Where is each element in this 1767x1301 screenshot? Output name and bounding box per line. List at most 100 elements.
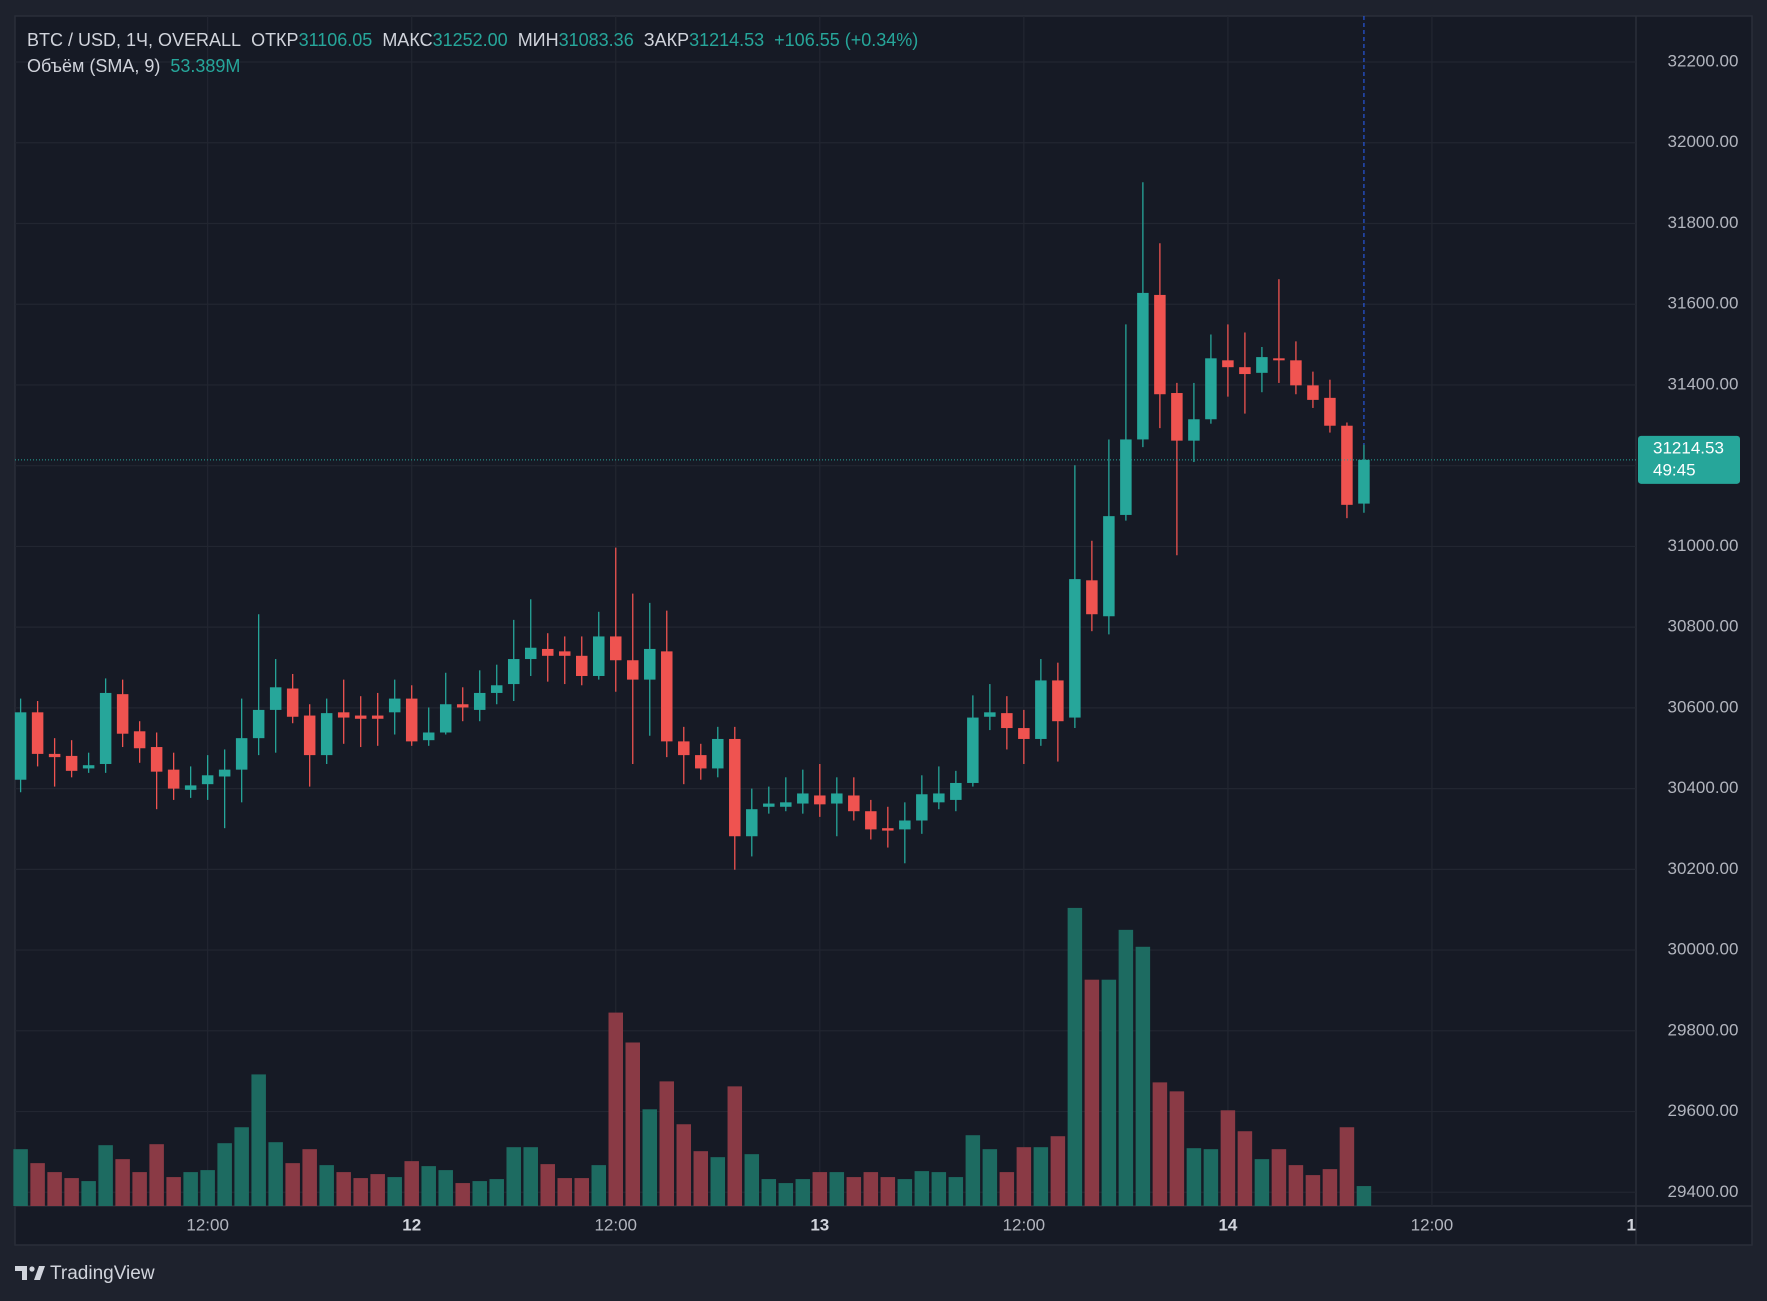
candle-body [610, 636, 622, 661]
candle-body [644, 648, 656, 680]
candle-body [184, 785, 197, 790]
candle-body [1052, 680, 1064, 722]
volume-bar [948, 1177, 964, 1206]
candle-body [763, 803, 775, 807]
candle-body [712, 738, 724, 769]
volume-bar [625, 1042, 641, 1206]
y-tick-label: 31800.00 [1668, 213, 1739, 232]
price-axis-area [1636, 16, 1752, 1245]
volume-bar [1305, 1175, 1321, 1206]
volume-bar [421, 1166, 436, 1206]
candle-body [31, 712, 44, 754]
candle-body [286, 688, 299, 717]
y-tick-label: 31400.00 [1668, 374, 1739, 393]
y-tick-label: 30600.00 [1668, 697, 1739, 716]
candle-body [814, 795, 826, 805]
candle-body [1341, 425, 1353, 505]
candle-body [1205, 358, 1217, 420]
volume-bar [659, 1081, 675, 1206]
volume-sma: 53.389M [170, 56, 241, 76]
candle-body [899, 820, 911, 830]
candle-body [627, 660, 639, 680]
candle-body [456, 704, 469, 708]
candle-body [780, 802, 792, 807]
candle-body [371, 715, 384, 719]
x-tick-label: 14 [1218, 1215, 1237, 1234]
volume-bar [1220, 1110, 1236, 1206]
volume-bar [982, 1149, 998, 1206]
ohlc-row: BTC / USD, 1Ч, OVERALL ОТКР 31106.05 МАКС 3… [27, 27, 918, 53]
volume-bar [574, 1178, 589, 1206]
candle-body [729, 738, 741, 837]
volume-bar [336, 1172, 351, 1206]
volume-bar [557, 1178, 572, 1206]
volume-bar [744, 1154, 760, 1206]
volume-bar [693, 1151, 709, 1206]
volume-bar [1322, 1169, 1338, 1206]
candle-body [984, 712, 996, 717]
candle-body [473, 692, 486, 710]
volume-bar [710, 1157, 726, 1206]
candle-body [116, 694, 129, 734]
candle-body [201, 775, 214, 785]
volume-bar [47, 1172, 62, 1206]
candle-body [252, 709, 265, 739]
y-tick-label: 30800.00 [1668, 617, 1739, 636]
volume-bar [81, 1181, 96, 1206]
candle-body [593, 636, 605, 676]
candle-body [439, 704, 452, 733]
volume-bar [1356, 1186, 1372, 1206]
candle-body [65, 755, 78, 771]
candle-body [1154, 294, 1166, 395]
candle-body [1001, 713, 1013, 729]
volume-bar [591, 1165, 607, 1206]
y-tick-label: 31600.00 [1668, 294, 1739, 313]
candle-body [1290, 360, 1302, 386]
volume-bar [523, 1147, 538, 1206]
volume-bar [132, 1172, 147, 1206]
volume-bar [965, 1135, 981, 1206]
volume-bar [1135, 946, 1151, 1206]
overlay: 31214.53 49:45 [15, 16, 1740, 484]
ohlc-value: 31106.05 [298, 30, 373, 50]
candle-body [388, 698, 401, 713]
x-tick-label: 12:00 [594, 1215, 637, 1234]
volume-bar [455, 1183, 470, 1206]
candles [14, 182, 1370, 870]
candle-body [320, 713, 333, 756]
volume-bar [795, 1179, 811, 1206]
volume-bar [115, 1159, 130, 1206]
candle-body [218, 769, 231, 777]
plot-area [15, 16, 1636, 1245]
candle-body [235, 738, 248, 770]
volume-bar [166, 1177, 181, 1206]
candle-body [916, 794, 928, 821]
candle-body [1086, 580, 1098, 615]
ohlc-label: ОТКР [251, 30, 299, 50]
volume-bar [353, 1178, 368, 1206]
candle-body [1239, 367, 1251, 375]
countdown-label: 49:45 [1653, 460, 1696, 479]
ohlc-value: 31214.53 [689, 30, 765, 50]
volume-bar [1339, 1127, 1355, 1206]
volume-bar [1254, 1159, 1270, 1206]
volume-bar [1016, 1147, 1032, 1206]
volume-bar [268, 1142, 283, 1206]
volume-bar [13, 1149, 28, 1206]
candle-body [933, 793, 945, 803]
candle-body [661, 651, 673, 742]
volume-bar [319, 1165, 334, 1206]
candle-body [1018, 728, 1030, 739]
candle-body [354, 715, 367, 719]
candle-body [831, 793, 843, 804]
ohlc-label: МАКС [382, 30, 433, 50]
volume-bar [1033, 1147, 1049, 1206]
candle-body [967, 717, 979, 783]
candle-body [269, 687, 282, 710]
candle-body [558, 651, 571, 656]
candle-body [1273, 358, 1285, 361]
volume-bar [846, 1177, 862, 1206]
volume-row: Объём (SMA, 9) 53.389M [27, 53, 918, 79]
